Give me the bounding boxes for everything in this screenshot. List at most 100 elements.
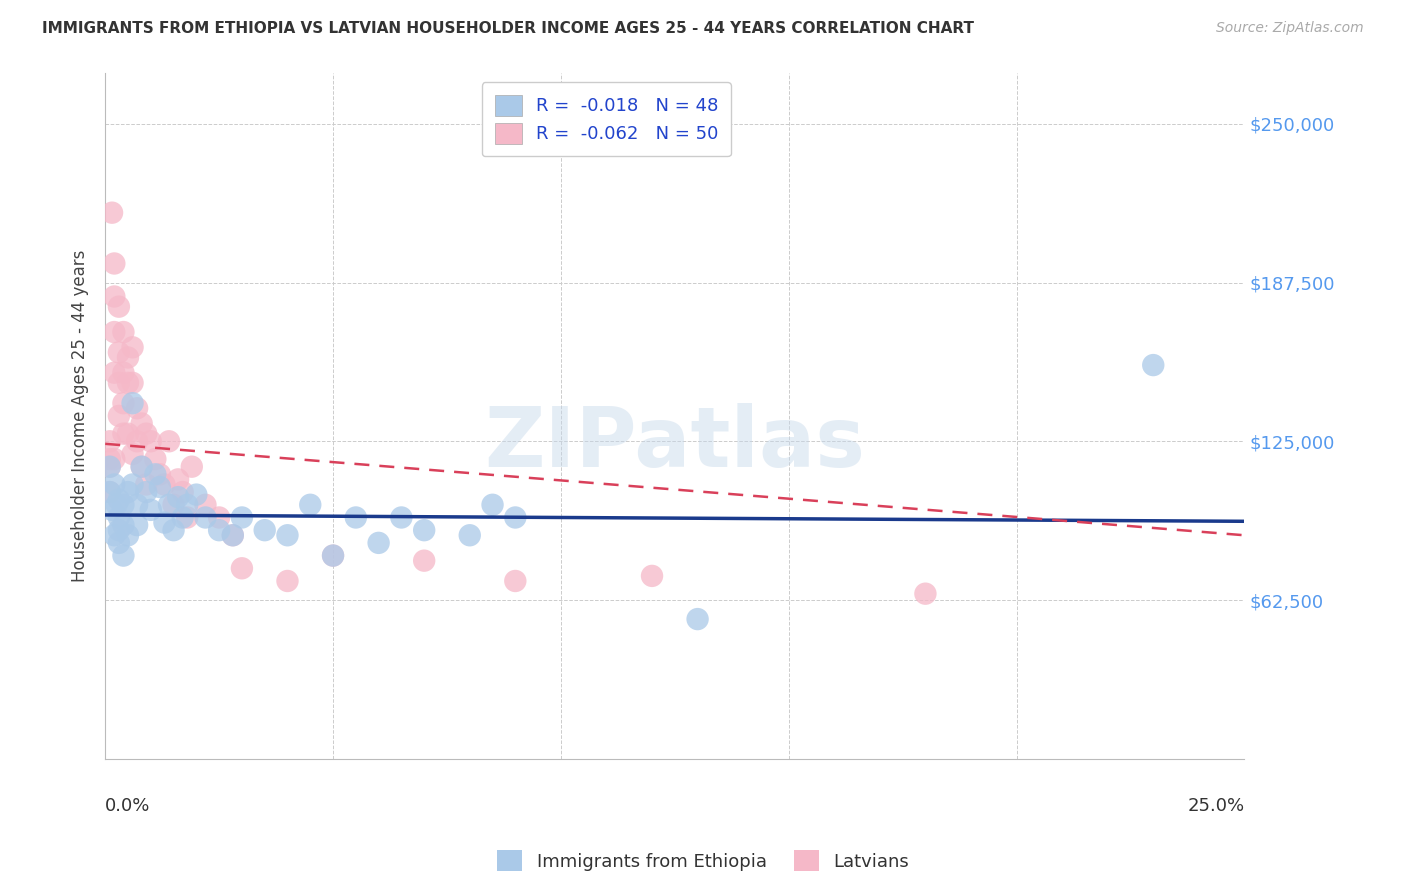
Point — [276, 574, 298, 588]
Point — [253, 523, 276, 537]
Point — [121, 376, 143, 390]
Point — [127, 401, 149, 416]
Point — [108, 510, 131, 524]
Point — [121, 340, 143, 354]
Point — [112, 426, 135, 441]
Point — [103, 477, 125, 491]
Point — [117, 351, 139, 365]
Point — [112, 549, 135, 563]
Point — [914, 587, 936, 601]
Point — [112, 325, 135, 339]
Point — [98, 459, 121, 474]
Y-axis label: Householder Income Ages 25 - 44 years: Householder Income Ages 25 - 44 years — [72, 250, 89, 582]
Point — [194, 510, 217, 524]
Point — [194, 498, 217, 512]
Point — [172, 485, 194, 500]
Point — [108, 376, 131, 390]
Point — [112, 396, 135, 410]
Point — [98, 434, 121, 449]
Point — [98, 485, 121, 500]
Text: ZIPatlas: ZIPatlas — [484, 403, 865, 483]
Point — [1142, 358, 1164, 372]
Point — [103, 256, 125, 270]
Point — [103, 325, 125, 339]
Point — [231, 510, 253, 524]
Text: 0.0%: 0.0% — [105, 797, 150, 814]
Point — [112, 518, 135, 533]
Point — [299, 498, 322, 512]
Point — [131, 459, 153, 474]
Point — [143, 452, 166, 467]
Point — [153, 516, 176, 530]
Point — [641, 569, 664, 583]
Point — [208, 523, 231, 537]
Point — [121, 396, 143, 410]
Point — [505, 574, 527, 588]
Point — [172, 510, 194, 524]
Point — [117, 376, 139, 390]
Point — [121, 477, 143, 491]
Point — [98, 459, 121, 474]
Point — [108, 536, 131, 550]
Point — [157, 434, 180, 449]
Point — [222, 528, 245, 542]
Point — [167, 490, 190, 504]
Point — [103, 452, 125, 467]
Point — [108, 409, 131, 423]
Point — [458, 528, 481, 542]
Point — [108, 300, 131, 314]
Point — [98, 485, 121, 500]
Point — [135, 477, 157, 491]
Point — [103, 366, 125, 380]
Point — [108, 345, 131, 359]
Text: Source: ZipAtlas.com: Source: ZipAtlas.com — [1216, 21, 1364, 35]
Point — [121, 447, 143, 461]
Point — [108, 492, 131, 507]
Point — [112, 366, 135, 380]
Point — [157, 498, 180, 512]
Point — [208, 510, 231, 524]
Point — [103, 528, 125, 542]
Point — [367, 536, 389, 550]
Point — [322, 549, 344, 563]
Point — [101, 503, 124, 517]
Point — [176, 498, 198, 512]
Point — [131, 459, 153, 474]
Point — [149, 480, 172, 494]
Point — [186, 488, 208, 502]
Point — [176, 510, 198, 524]
Legend: R =  -0.018   N = 48, R =  -0.062   N = 50: R = -0.018 N = 48, R = -0.062 N = 50 — [482, 82, 731, 156]
Point — [101, 205, 124, 219]
Point — [135, 485, 157, 500]
Point — [162, 498, 184, 512]
Point — [505, 510, 527, 524]
Point — [117, 485, 139, 500]
Point — [389, 510, 412, 524]
Point — [344, 510, 367, 524]
Point — [127, 498, 149, 512]
Point — [322, 549, 344, 563]
Legend: Immigrants from Ethiopia, Latvians: Immigrants from Ethiopia, Latvians — [489, 843, 917, 879]
Text: IMMIGRANTS FROM ETHIOPIA VS LATVIAN HOUSEHOLDER INCOME AGES 25 - 44 YEARS CORREL: IMMIGRANTS FROM ETHIOPIA VS LATVIAN HOUS… — [42, 21, 974, 36]
Point — [149, 467, 172, 482]
Point — [112, 498, 135, 512]
Point — [162, 523, 184, 537]
Point — [413, 523, 436, 537]
Point — [127, 434, 149, 449]
Point — [413, 554, 436, 568]
Point — [686, 612, 709, 626]
Point — [481, 498, 503, 512]
Point — [108, 523, 131, 537]
Point — [103, 289, 125, 303]
Point — [139, 434, 162, 449]
Point — [98, 452, 121, 467]
Point — [105, 498, 128, 512]
Point — [117, 426, 139, 441]
Point — [131, 417, 153, 431]
Point — [222, 528, 245, 542]
Point — [231, 561, 253, 575]
Point — [127, 518, 149, 533]
Point — [143, 467, 166, 482]
Point — [276, 528, 298, 542]
Point — [167, 472, 190, 486]
